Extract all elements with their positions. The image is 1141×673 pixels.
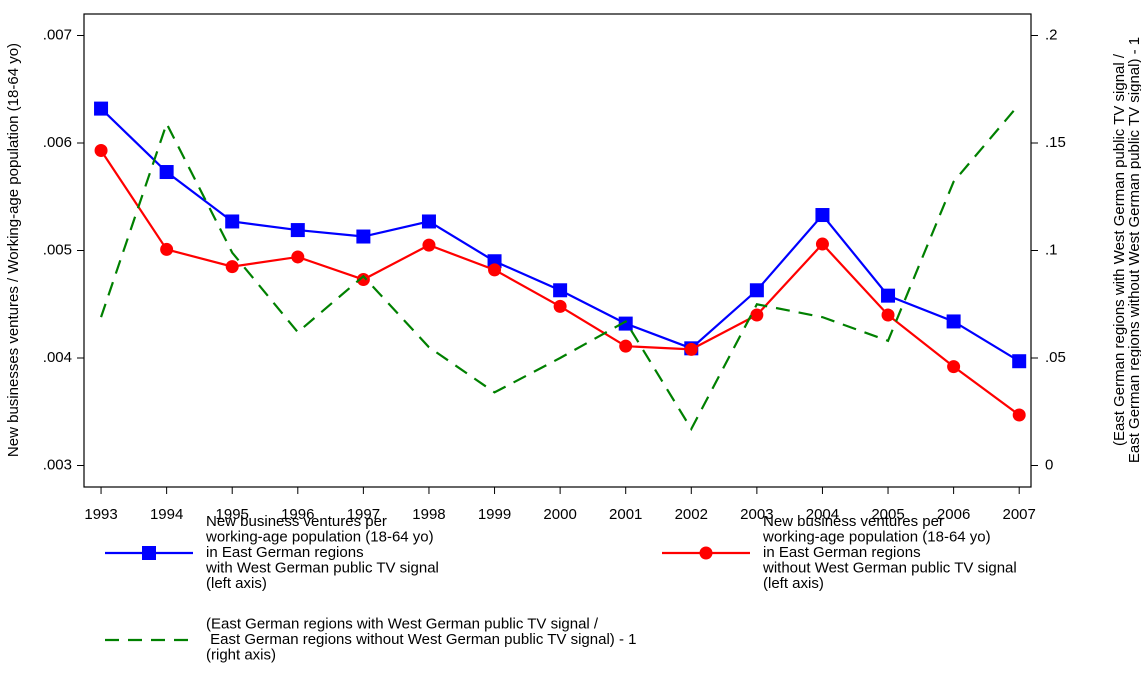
marker: [881, 308, 895, 322]
marker: [1012, 354, 1027, 369]
marker: [619, 339, 633, 353]
marker: [750, 308, 764, 322]
marker: [356, 273, 370, 287]
x-tick-label: 2007: [1003, 506, 1036, 523]
legend-item: New business ventures per working-age pop…: [662, 513, 1017, 592]
y2-tick-label: .15: [1045, 134, 1066, 151]
marker: [553, 299, 567, 313]
x-tick-label: 1997: [347, 506, 380, 523]
marker: [947, 360, 961, 374]
y-tick-label: .005: [43, 241, 72, 258]
y2-tick-label: .05: [1045, 349, 1066, 366]
x-tick-label: 2002: [675, 506, 708, 523]
y-tick-label: .007: [43, 26, 72, 43]
series: [100, 103, 1021, 432]
marker: [684, 342, 698, 356]
legend-label: New business ventures per working-age pop…: [762, 513, 1017, 592]
x-tick-label: 1993: [84, 506, 117, 523]
marker: [159, 165, 174, 180]
x-tick-label: 2003: [740, 506, 773, 523]
marker: [488, 263, 502, 277]
legend-item: New business ventures per working-age pop…: [105, 513, 439, 592]
y2-tick-label: 0: [1045, 456, 1053, 473]
marker: [815, 208, 830, 223]
marker: [356, 229, 371, 244]
plot-frame: [83, 13, 1032, 488]
y2-tick-label: .2: [1045, 26, 1058, 43]
y-tick-label: .006: [43, 134, 72, 151]
x-tick-label: 1995: [216, 506, 249, 523]
y-tick-label: .003: [43, 456, 72, 473]
marker: [422, 238, 436, 252]
x-tick-label: 2006: [937, 506, 970, 523]
marker: [749, 283, 764, 298]
x-tick-label: 2005: [871, 506, 904, 523]
marker: [290, 223, 305, 238]
x-tick-label: 2001: [609, 506, 642, 523]
series: [94, 101, 1027, 369]
x-tick-label: 1998: [412, 506, 445, 523]
legend-label: New business ventures per working-age pop…: [205, 513, 439, 592]
marker: [225, 260, 239, 274]
series-line: [100, 107, 1020, 363]
legend-item: (East German regions with West German pu…: [105, 615, 636, 664]
legend-marker: [142, 546, 156, 560]
x-tick-label: 1996: [281, 506, 314, 523]
marker: [618, 316, 633, 331]
y2-tick-label: .1: [1045, 241, 1058, 258]
x-tick-label: 2000: [543, 506, 576, 523]
marker: [553, 283, 568, 298]
marker: [421, 214, 436, 229]
x-tick-label: 1999: [478, 506, 511, 523]
x-tick-label: 1994: [150, 506, 183, 523]
marker: [94, 144, 108, 158]
series-line: [100, 103, 1021, 432]
series: [94, 144, 1026, 422]
marker: [291, 250, 305, 264]
x-tick-label: 2004: [806, 506, 839, 523]
legend-label: (East German regions with West German pu…: [206, 615, 636, 663]
marker: [881, 288, 896, 303]
marker: [946, 314, 961, 329]
marker: [160, 242, 174, 256]
marker: [815, 237, 829, 251]
legend-marker: [699, 546, 713, 560]
y2-axis-label: (East German regions with West German pu…: [1111, 37, 1141, 463]
y-tick-label: .004: [43, 349, 72, 366]
series-line: [100, 149, 1020, 416]
marker: [94, 101, 109, 116]
marker: [225, 214, 240, 229]
marker: [1012, 408, 1026, 422]
y-axis-label: New businesses ventures / Working-age po…: [5, 43, 22, 457]
